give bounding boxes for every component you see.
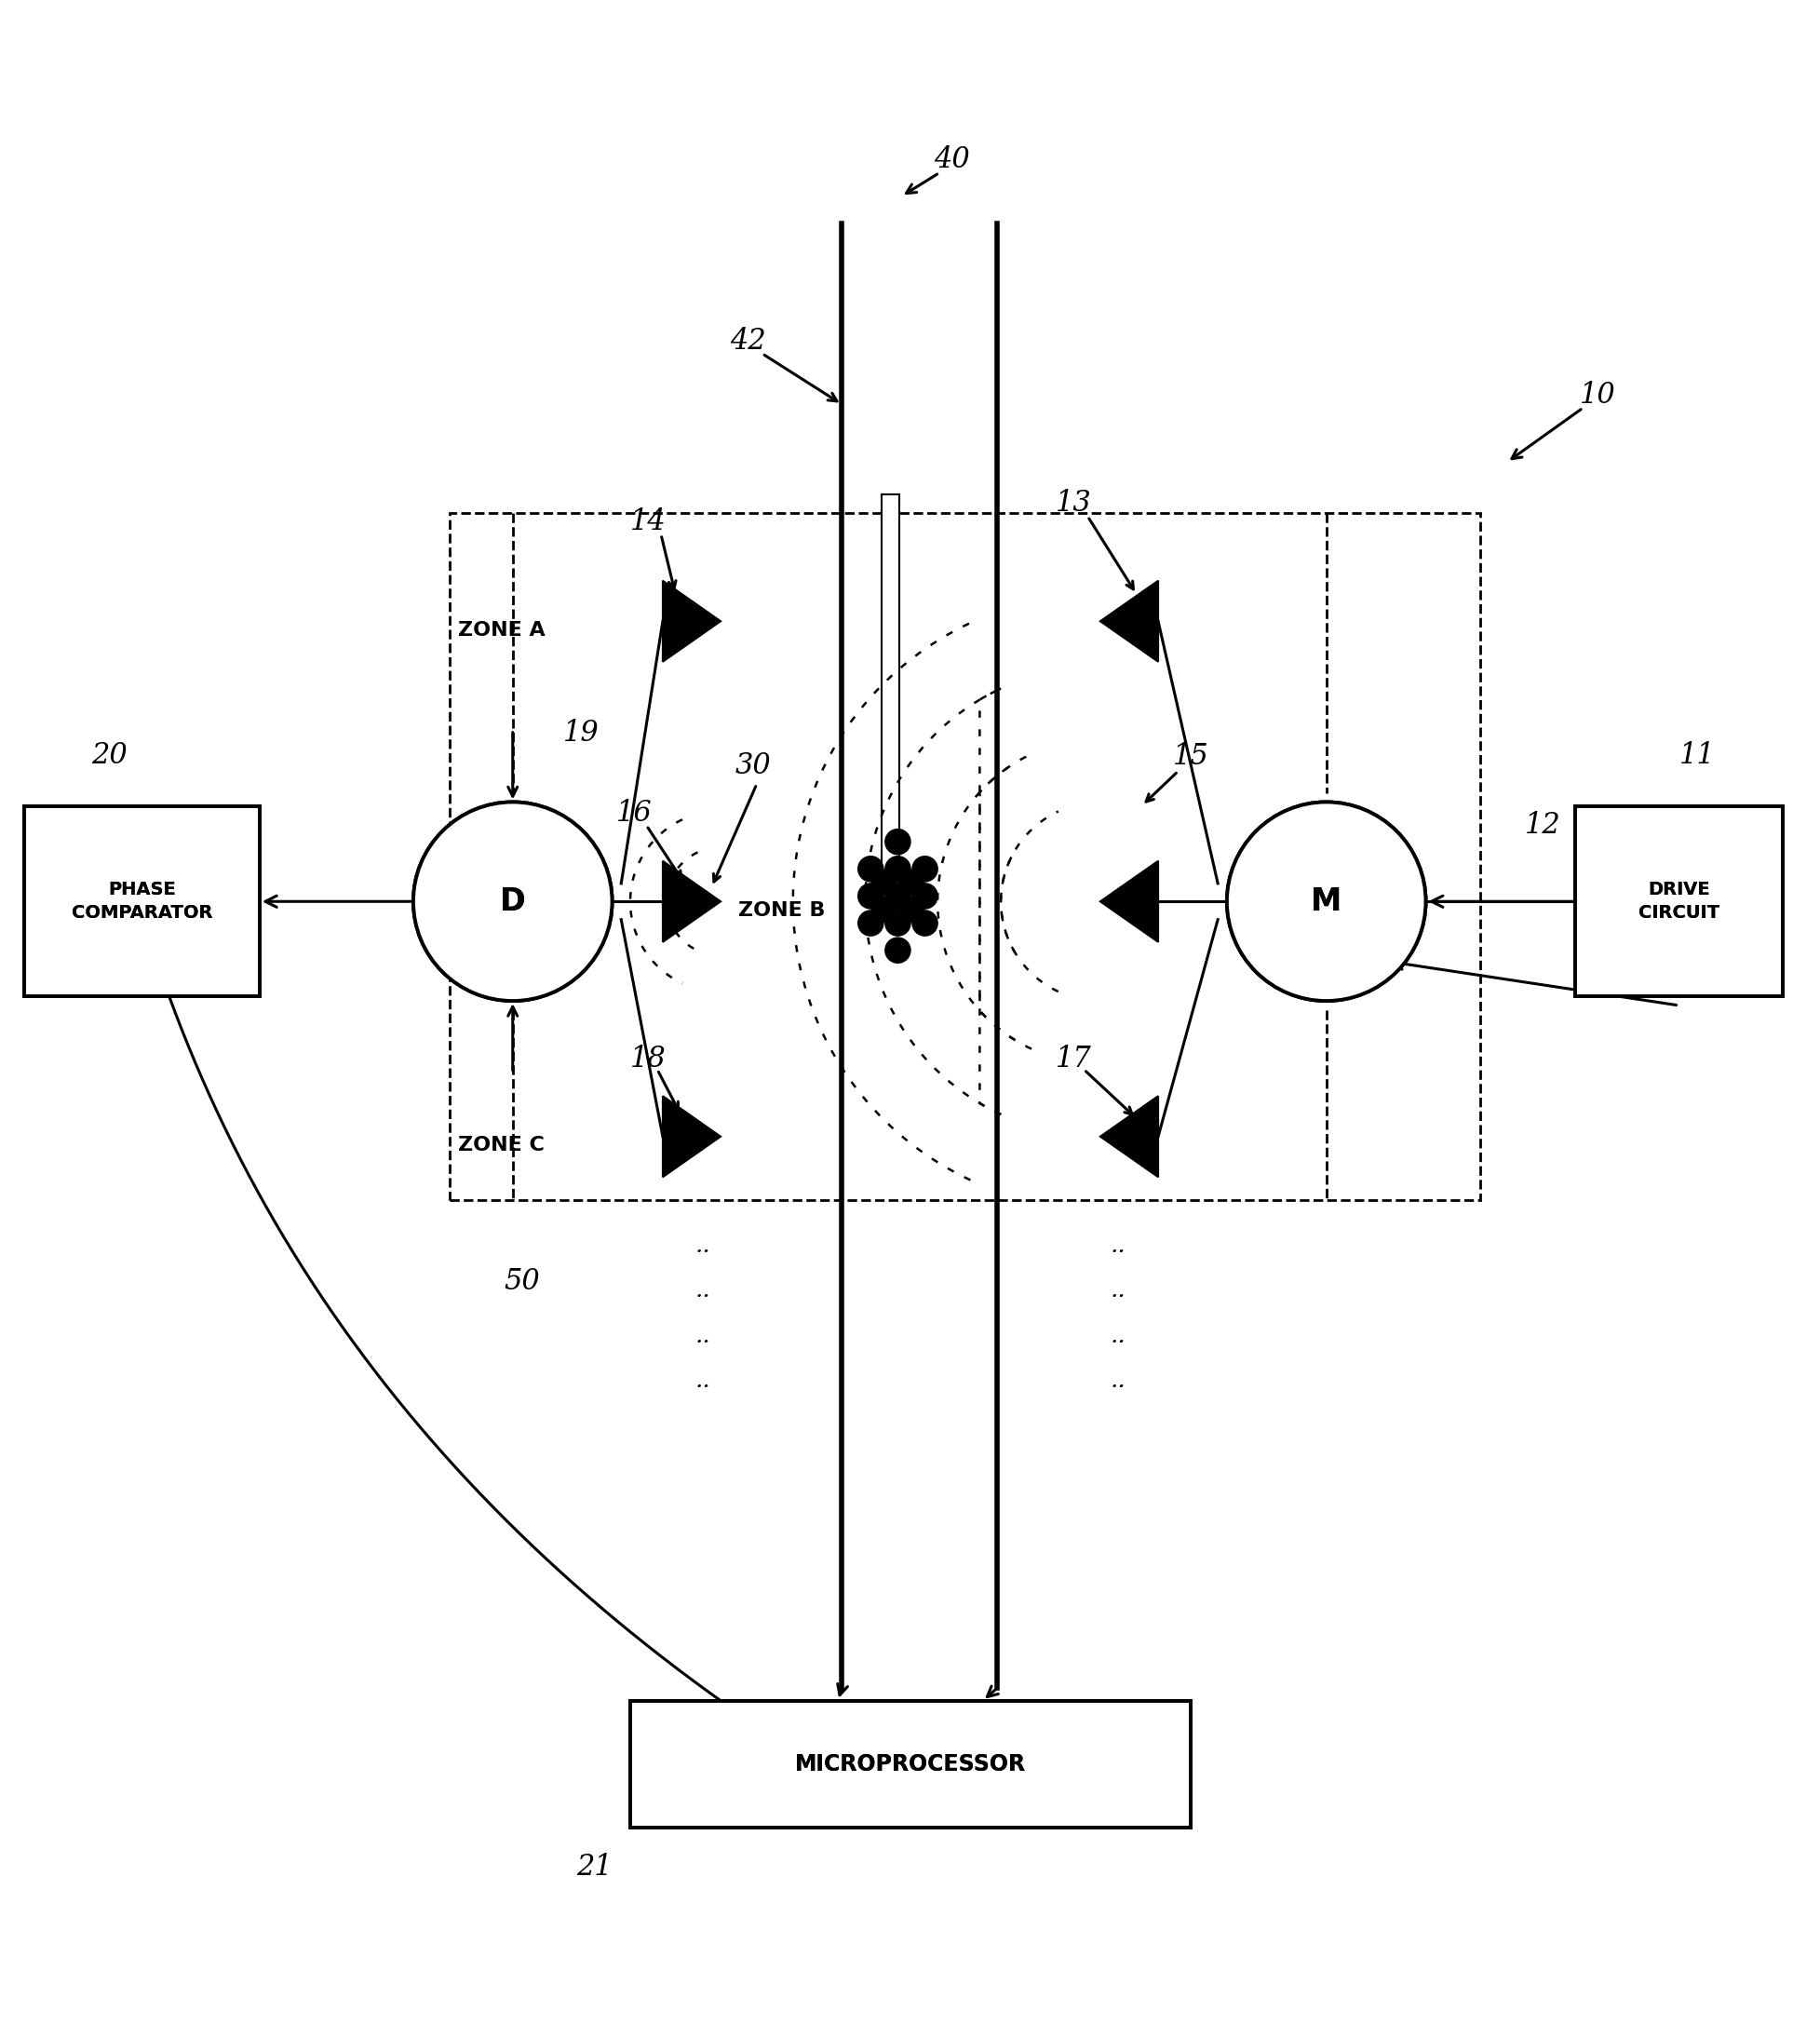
Text: ZONE B: ZONE B — [739, 901, 824, 919]
Text: 12: 12 — [1525, 811, 1560, 840]
Circle shape — [872, 870, 897, 895]
Circle shape — [872, 897, 897, 923]
Ellipse shape — [1227, 803, 1425, 1001]
Text: PHASE
COMPARATOR: PHASE COMPARATOR — [71, 880, 213, 921]
Polygon shape — [1099, 1096, 1158, 1178]
Text: 18: 18 — [630, 1043, 666, 1074]
Text: 10: 10 — [1578, 381, 1614, 410]
Circle shape — [912, 911, 937, 935]
Circle shape — [912, 856, 937, 882]
Ellipse shape — [413, 803, 612, 1001]
Bar — [450, 514, 1480, 1200]
Text: ..: .. — [1110, 1370, 1125, 1392]
Circle shape — [857, 856, 883, 882]
Bar — [630, 1700, 1190, 1828]
Text: ..: .. — [695, 1278, 710, 1302]
Text: 50: 50 — [504, 1268, 539, 1296]
Polygon shape — [662, 860, 721, 942]
Circle shape — [857, 911, 883, 935]
Polygon shape — [1099, 581, 1158, 662]
Text: D: D — [499, 887, 526, 917]
Text: 15: 15 — [1172, 742, 1208, 770]
Text: ZONE C: ZONE C — [459, 1137, 544, 1156]
Polygon shape — [1099, 860, 1158, 942]
Text: MICROPROCESSOR: MICROPROCESSOR — [795, 1753, 1025, 1775]
Text: M: M — [1310, 887, 1341, 917]
Text: PHASE
COMPARATOR: PHASE COMPARATOR — [71, 880, 213, 921]
Text: 11: 11 — [1678, 742, 1714, 770]
Bar — [881, 495, 899, 911]
Text: 30: 30 — [735, 752, 772, 781]
Circle shape — [885, 856, 910, 882]
Circle shape — [885, 911, 910, 935]
Circle shape — [857, 882, 883, 909]
Circle shape — [899, 870, 923, 895]
Text: M: M — [1310, 887, 1341, 917]
Text: 20: 20 — [91, 742, 127, 770]
Circle shape — [912, 882, 937, 909]
Ellipse shape — [1227, 803, 1425, 1001]
Text: 21: 21 — [575, 1853, 612, 1881]
Polygon shape — [662, 581, 721, 662]
Text: DRIVE
CIRCUIT: DRIVE CIRCUIT — [1638, 880, 1718, 921]
Bar — [24, 807, 260, 997]
Text: ..: .. — [695, 1325, 710, 1347]
Text: ZONE A: ZONE A — [459, 622, 546, 640]
Circle shape — [885, 829, 910, 854]
Circle shape — [899, 897, 923, 923]
Text: 42: 42 — [730, 326, 766, 355]
Text: 40: 40 — [934, 145, 970, 175]
Text: D: D — [499, 887, 526, 917]
Text: MICROPROCESSOR: MICROPROCESSOR — [795, 1753, 1025, 1775]
Text: ..: .. — [695, 1233, 710, 1257]
Bar — [1574, 807, 1782, 997]
Text: 13: 13 — [1054, 489, 1090, 518]
Bar — [630, 1700, 1190, 1828]
Text: DRIVE
CIRCUIT: DRIVE CIRCUIT — [1638, 880, 1718, 921]
Text: 16: 16 — [615, 799, 652, 827]
Polygon shape — [662, 1096, 721, 1178]
Ellipse shape — [413, 803, 612, 1001]
Text: 19: 19 — [562, 719, 599, 748]
Text: 17: 17 — [1054, 1043, 1090, 1074]
Text: 14: 14 — [630, 507, 666, 536]
Text: ..: .. — [1110, 1278, 1125, 1302]
Bar — [1574, 807, 1782, 997]
Bar — [24, 807, 260, 997]
Text: ..: .. — [695, 1370, 710, 1392]
Circle shape — [885, 937, 910, 962]
Circle shape — [885, 882, 910, 909]
Text: ..: .. — [1110, 1325, 1125, 1347]
Text: ..: .. — [1110, 1233, 1125, 1257]
